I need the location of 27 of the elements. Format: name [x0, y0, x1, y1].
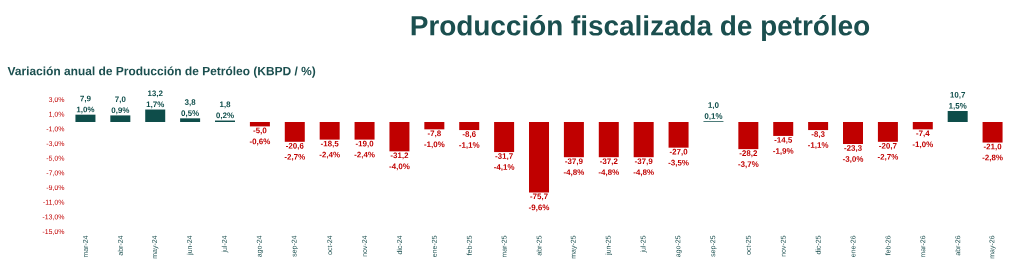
bar — [145, 109, 166, 122]
bar — [633, 122, 654, 158]
bar — [529, 122, 550, 193]
bar — [877, 122, 898, 142]
bar — [459, 122, 480, 131]
bar — [389, 122, 410, 152]
bar — [494, 122, 515, 153]
bar — [424, 122, 445, 130]
bar — [319, 122, 340, 140]
bar — [598, 122, 619, 158]
bar — [808, 122, 829, 131]
bar — [982, 122, 1003, 143]
bar — [668, 122, 689, 148]
bar — [912, 122, 933, 130]
bar — [249, 122, 270, 127]
bar — [354, 122, 375, 140]
bar — [284, 122, 305, 142]
bar — [738, 122, 759, 150]
chart-subtitle: Variación anual de Producción de Petróleo (KBPD / %) — [7, 66, 316, 78]
bar — [947, 111, 968, 122]
chart-title: Producción fiscalizada de petróleo — [411, 14, 870, 42]
bar — [75, 114, 96, 122]
bar — [563, 122, 584, 158]
bar — [110, 115, 131, 122]
bar — [180, 118, 201, 122]
bar — [843, 122, 864, 144]
bar — [773, 122, 794, 136]
